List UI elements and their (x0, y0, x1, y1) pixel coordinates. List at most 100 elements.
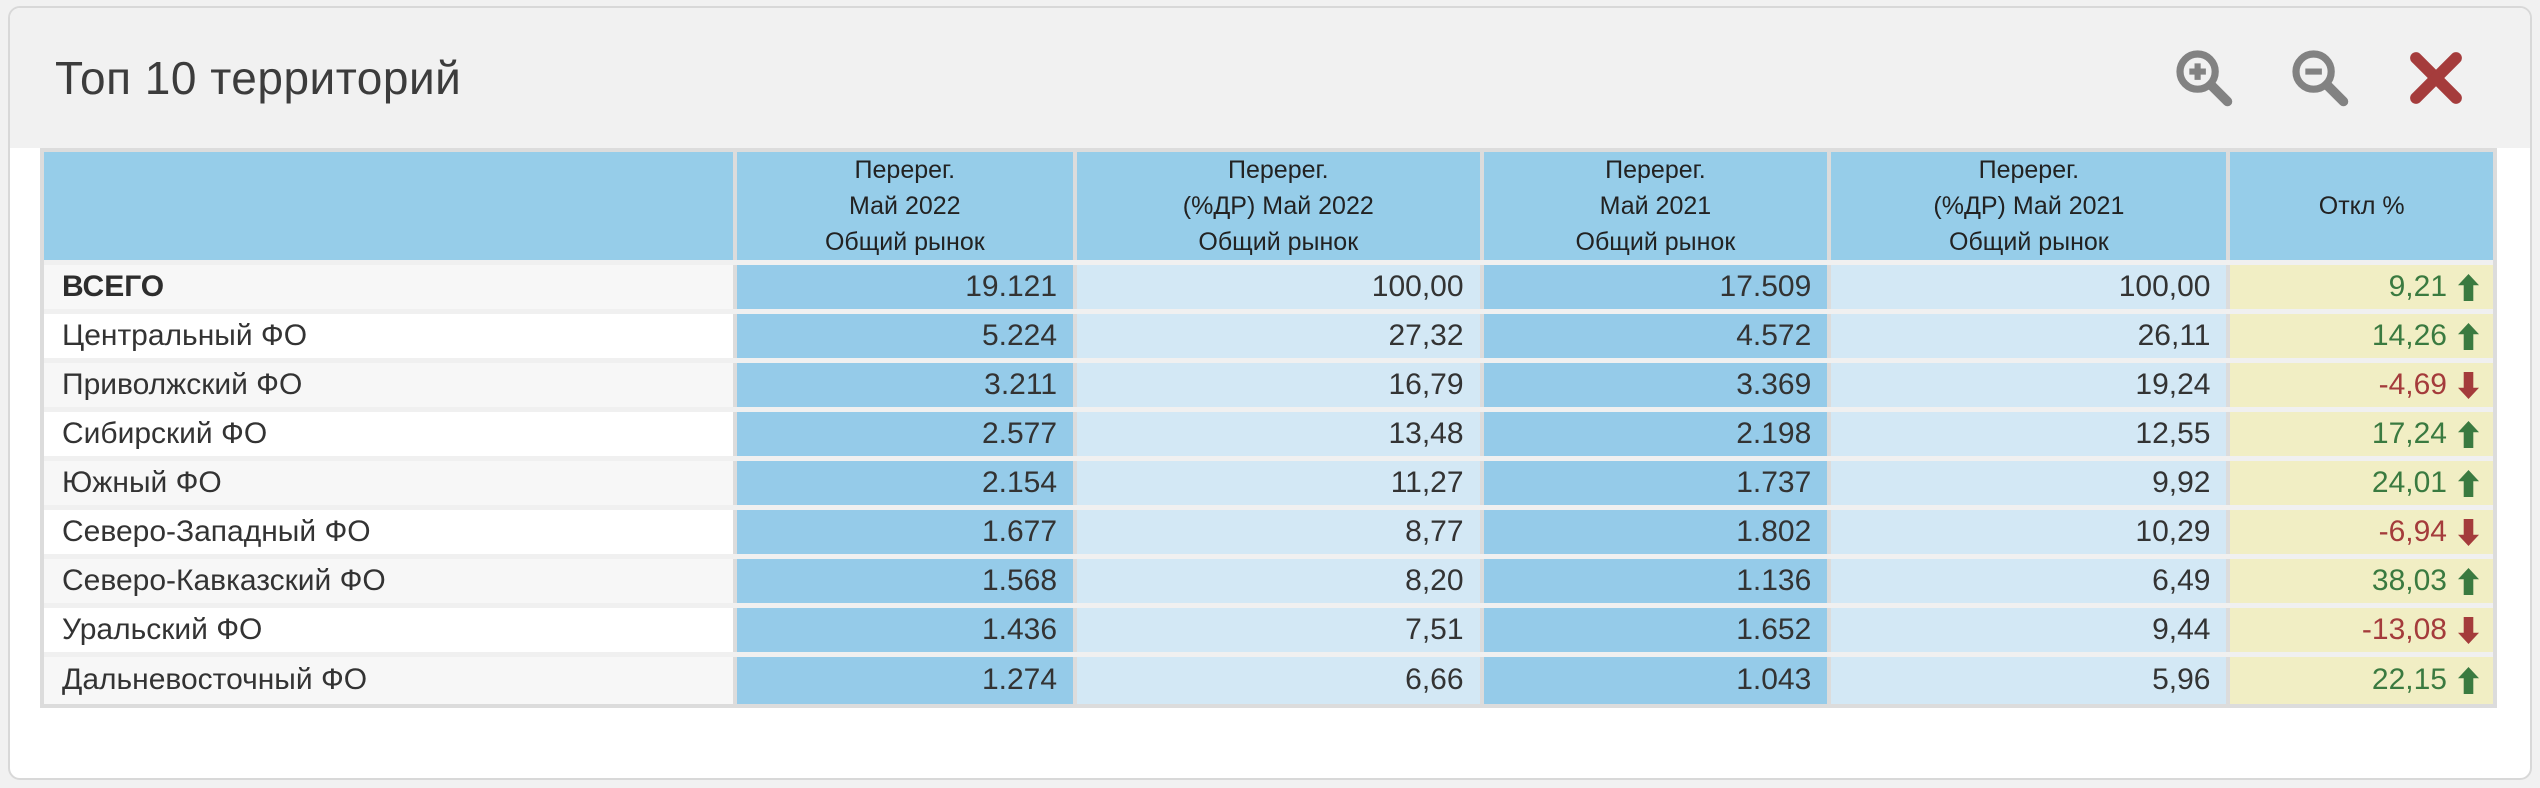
deviation-value-with-trend: 24,01 (2230, 466, 2479, 500)
deviation-value: -13,08 (2361, 613, 2447, 646)
pct2021-cell: 9,44 (1829, 605, 2231, 657)
column-header-may2022: Перерег. Май 2022 Общий рынок (734, 152, 1078, 265)
deviation-cell: -6,94 (2228, 507, 2493, 559)
pct2021-cell: 6,49 (1829, 556, 2231, 608)
territories-table-frame: Перерег. Май 2022 Общий рынок Перерег. (%ДР)… (40, 148, 2497, 708)
column-header-name (44, 152, 737, 265)
may2021-cell: 1.802 (1481, 507, 1832, 559)
pct2021-cell: 9,92 (1829, 458, 2231, 510)
table-row: Сибирский ФО 2.577 13,48 2.198 12,55 17,24 (44, 409, 2493, 461)
deviation-cell: 38,03 (2228, 556, 2493, 608)
column-header-line: Перерег. (1978, 156, 2080, 184)
table-row: Центральный ФО 5.224 27,32 4.572 26,11 14,26 (44, 311, 2493, 363)
may2022-cell: 3.211 (734, 360, 1078, 412)
column-header-line: Общий рынок (1575, 228, 1736, 256)
territory-cell: Сибирский ФО (44, 409, 737, 461)
pct2022-cell: 8,77 (1075, 507, 1484, 559)
deviation-value-with-trend: -6,94 (2230, 515, 2479, 549)
territory-cell: Дальневосточный ФО (44, 654, 737, 704)
table-row: ВСЕГО 19.121 100,00 17.509 100,00 9,21 (44, 262, 2493, 314)
widget-panel: Топ 10 территорий (8, 6, 2532, 780)
territory-cell: Северо-Западный ФО (44, 507, 737, 559)
pct2022-cell: 11,27 (1075, 458, 1484, 510)
may2022-cell: 1.568 (734, 556, 1078, 608)
deviation-value-with-trend: 38,03 (2230, 564, 2479, 598)
trend-down-icon (2458, 616, 2479, 644)
table-row: Приволжский ФО 3.211 16,79 3.369 19,24 -4,69 (44, 360, 2493, 412)
may2021-cell: 1.136 (1481, 556, 1832, 608)
column-header-line: Откл % (2318, 192, 2405, 220)
pct2022-cell: 6,66 (1075, 654, 1484, 704)
pct2021-cell: 5,96 (1829, 654, 2231, 704)
deviation-cell: -13,08 (2228, 605, 2493, 657)
zoom-out-button[interactable] (2288, 46, 2352, 110)
deviation-value-with-trend: -13,08 (2230, 613, 2479, 647)
column-header-line: Май 2021 (1599, 192, 1712, 220)
table-row: Южный ФО 2.154 11,27 1.737 9,92 24,01 (44, 458, 2493, 510)
deviation-cell: 17,24 (2228, 409, 2493, 461)
pct2022-cell: 8,20 (1075, 556, 1484, 608)
may2022-cell: 2.577 (734, 409, 1078, 461)
territory-cell: Приволжский ФО (44, 360, 737, 412)
zoom-in-icon (2176, 50, 2233, 107)
table-row: Уральский ФО 1.436 7,51 1.652 9,44 -13,08 (44, 605, 2493, 657)
may2022-cell: 1.436 (734, 605, 1078, 657)
column-header-line: Май 2022 (849, 192, 961, 220)
pct2022-cell: 13,48 (1075, 409, 1484, 461)
deviation-value-with-trend: 14,26 (2230, 319, 2479, 353)
zoom-out-icon (2292, 50, 2349, 107)
deviation-value: 24,01 (2371, 466, 2447, 499)
territory-cell: Южный ФО (44, 458, 737, 510)
pct2022-cell: 7,51 (1075, 605, 1484, 657)
pct2022-cell: 16,79 (1075, 360, 1484, 412)
deviation-cell: 22,15 (2228, 654, 2493, 704)
trend-up-icon (2458, 273, 2479, 301)
deviation-cell: -4,69 (2228, 360, 2493, 412)
trend-down-icon (2458, 371, 2479, 399)
deviation-value-with-trend: 17,24 (2230, 417, 2479, 451)
pct2021-cell: 100,00 (1829, 262, 2231, 314)
widget-toolbar (2172, 46, 2468, 110)
column-header-line: Перерег. (854, 156, 956, 184)
column-header-may2021: Перерег. Май 2021 Общий рынок (1481, 152, 1832, 265)
territory-cell: Уральский ФО (44, 605, 737, 657)
territory-cell: Северо-Кавказский ФО (44, 556, 737, 608)
trend-up-icon (2458, 420, 2479, 448)
trend-down-icon (2458, 518, 2479, 546)
table-row: Дальневосточный ФО 1.274 6,66 1.043 5,96 22,1… (44, 654, 2493, 704)
deviation-value-with-trend: 9,21 (2230, 270, 2479, 304)
column-header-line: Общий рынок (1198, 228, 1359, 256)
column-header-line: Общий рынок (824, 228, 985, 256)
pct2021-cell: 19,24 (1829, 360, 2231, 412)
deviation-value: 14,26 (2371, 319, 2447, 352)
may2022-cell: 19.121 (734, 262, 1078, 314)
deviation-value-with-trend: -4,69 (2230, 368, 2479, 402)
deviation-value-with-trend: 22,15 (2230, 663, 2479, 697)
may2022-cell: 2.154 (734, 458, 1078, 510)
may2021-cell: 1.043 (1481, 654, 1832, 704)
page-title: Топ 10 территорий (55, 52, 462, 104)
may2022-cell: 5.224 (734, 311, 1078, 363)
trend-up-icon (2458, 322, 2479, 350)
pct2021-cell: 12,55 (1829, 409, 2231, 461)
trend-up-icon (2458, 469, 2479, 497)
table-row: Северо-Западный ФО 1.677 8,77 1.802 10,29 -6,… (44, 507, 2493, 559)
deviation-cell: 9,21 (2228, 262, 2493, 314)
territory-cell: Центральный ФО (44, 311, 737, 363)
may2022-cell: 1.274 (734, 654, 1078, 704)
deviation-value: -4,69 (2378, 368, 2447, 401)
trend-up-icon (2458, 567, 2479, 595)
territory-cell: ВСЕГО (44, 262, 737, 314)
column-header-line: Общий рынок (1949, 228, 2109, 256)
column-header-line: Перерег. (1605, 156, 1706, 184)
trend-up-icon (2458, 666, 2479, 694)
column-header-pct2022: Перерег. (%ДР) Май 2022 Общий рынок (1075, 152, 1484, 265)
deviation-value: 22,15 (2371, 663, 2447, 697)
deviation-cell: 24,01 (2228, 458, 2493, 510)
zoom-in-button[interactable] (2172, 46, 2236, 110)
may2022-cell: 1.677 (734, 507, 1078, 559)
table-row: Северо-Кавказский ФО 1.568 8,20 1.136 6,49 38… (44, 556, 2493, 608)
pct2021-cell: 26,11 (1829, 311, 2231, 363)
territories-table: Перерег. Май 2022 Общий рынок Перерег. (%ДР)… (44, 152, 2493, 704)
close-button[interactable] (2404, 46, 2468, 110)
